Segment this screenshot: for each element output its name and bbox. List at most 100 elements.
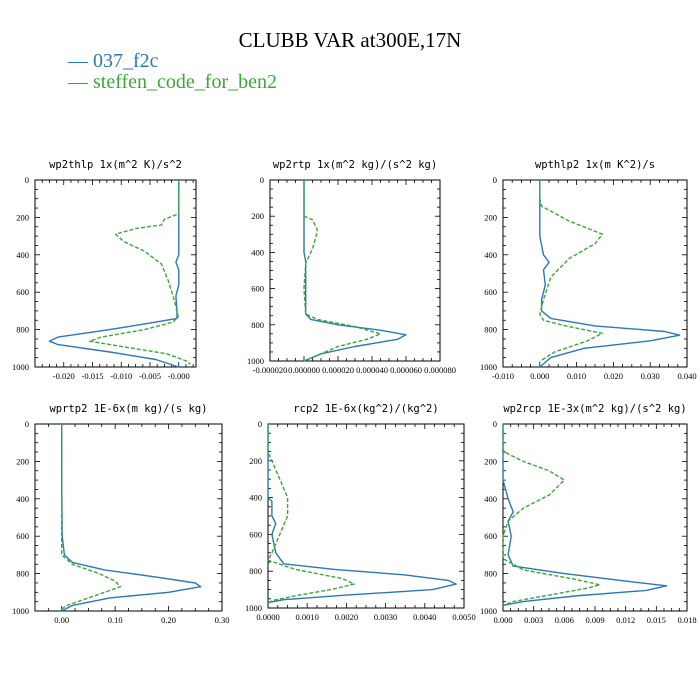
x-tick-label: 0.0000 [256, 612, 279, 622]
plot-frame [502, 423, 688, 612]
y-tick-label: 800 [249, 566, 262, 576]
series-line-037-f2c [267, 424, 457, 604]
y-tick-label: 0 [258, 419, 262, 429]
plot-title: wp2rtp 1x(m^2 kg)/(s^2 kg) [273, 159, 437, 171]
plot-frame [269, 179, 441, 362]
legend-entry-steffen: — steffen_code_for_ben2 [68, 71, 277, 94]
y-tick-label: 1000 [12, 362, 29, 372]
series-line-037-f2c [48, 180, 180, 368]
x-tick-label: 0.020 [604, 371, 623, 381]
x-tick-label: -0.000020 [253, 365, 288, 375]
plot-2: wp2rtp 1x(m^2 kg)/(s^2 kg) 0 200 400 600 800 1… [247, 159, 456, 375]
y-tick-label: 800 [484, 325, 497, 335]
x-tick-label: -0.015 [82, 371, 104, 381]
plot-title: wpthlp2 1x(m K^2)/s [535, 159, 655, 171]
series-line-steffen [502, 424, 601, 607]
plot-title: rcp2 1E-6x(kg^2)/(kg^2) [293, 403, 438, 415]
plot-6: wp2rcp 1E-3x(m^2 kg)/(s^2 kg) 0 200 400 600 8… [480, 403, 697, 625]
y-tick-label: 800 [16, 569, 29, 579]
x-tick-label: 0.040 [677, 371, 696, 381]
x-tick-label: 0.006 [555, 615, 574, 625]
legend-dash: — [68, 71, 88, 93]
x-tick-label: 0.003 [524, 615, 543, 625]
y-tick-label: 400 [16, 494, 29, 504]
x-tick-label: 0.0040 [413, 612, 436, 622]
y-tick-label: 1000 [245, 603, 262, 613]
x-tick-label: 0.0020 [335, 612, 358, 622]
series-line-steffen [61, 424, 122, 610]
y-tick-label: 0 [25, 419, 29, 429]
plot-1: wp2thlp 1x(m^2 K)/s^2 0 200 400 600 800 1000 -0… [12, 159, 197, 381]
series-line-steffen [267, 424, 355, 604]
x-tick-label: -0.005 [139, 371, 161, 381]
y-tick-label: 400 [16, 250, 29, 260]
y-tick-label: 600 [249, 529, 262, 539]
x-tick-label: 0.015 [647, 615, 666, 625]
x-tick-label: 0.00 [54, 615, 69, 625]
page-title: CLUBB VAR at300E,17N [238, 28, 462, 52]
x-tick-label: 0.010 [567, 371, 586, 381]
y-tick-label: 200 [249, 456, 262, 466]
x-tick-label: 0.20 [161, 615, 176, 625]
y-tick-label: 200 [16, 212, 29, 222]
x-tick-label: 0.000020 [322, 365, 354, 375]
plot-4: wprtp2 1E-6x(m kg)/(s kg) 0 200 400 600 800 10… [12, 403, 229, 625]
series-line-steffen [303, 180, 382, 362]
plot-frame [267, 423, 465, 609]
x-tick-label: 0.009 [585, 615, 604, 625]
plot-title: wp2rcp 1E-3x(m^2 kg)/(s^2 kg) [503, 403, 686, 415]
x-tick-label: -0.010 [110, 371, 132, 381]
y-tick-label: 200 [484, 456, 497, 466]
x-tick-label: 0.000 [493, 615, 512, 625]
y-tick-label: 800 [251, 320, 264, 330]
x-tick-label: 0.012 [616, 615, 635, 625]
y-tick-label: 600 [16, 287, 29, 297]
x-tick-label: -0.000 [168, 371, 190, 381]
legend-label: steffen_code_for_ben2 [93, 71, 278, 93]
y-tick-label: 400 [484, 494, 497, 504]
y-tick-label: 1000 [480, 362, 497, 372]
plot-3: wpthlp2 1x(m K^2)/s 0 200 400 600 800 1000-0.0… [480, 159, 697, 381]
x-tick-label: 0.10 [108, 615, 123, 625]
x-tick-label: 0.000060 [390, 365, 422, 375]
plot-title: wprtp2 1E-6x(m kg)/(s kg) [49, 403, 207, 415]
legend-dash: — [68, 50, 88, 72]
y-tick-label: 1000 [12, 606, 29, 616]
legend-label: 037_f2c [93, 50, 159, 72]
y-tick-label: 400 [484, 250, 497, 260]
x-tick-label: 0.30 [215, 615, 230, 625]
x-tick-label: 0.030 [641, 371, 660, 381]
x-tick-label: 0.000000 [288, 365, 320, 375]
legend-entry-037-f2c: — 037_f2c [68, 50, 159, 73]
plot-frame [34, 179, 197, 368]
y-tick-label: 1000 [480, 606, 497, 616]
y-tick-label: 600 [251, 284, 264, 294]
y-tick-label: 200 [16, 456, 29, 466]
x-tick-label: 0.0050 [452, 612, 475, 622]
x-tick-label: 0.000080 [424, 365, 456, 375]
series-line-037-f2c [539, 180, 681, 368]
series-line-037-f2c [61, 424, 202, 612]
y-tick-label: 400 [251, 247, 264, 257]
y-tick-label: 0 [493, 175, 497, 185]
y-tick-label: 0 [25, 175, 29, 185]
y-tick-label: 800 [16, 325, 29, 335]
y-tick-label: 0 [493, 419, 497, 429]
y-tick-label: 600 [484, 287, 497, 297]
plot-5: rcp2 1E-6x(kg^2)/(kg^2) 0 200 400 600 800 1000… [245, 403, 476, 622]
series-line-037-f2c [502, 424, 668, 607]
x-tick-label: -0.010 [492, 371, 514, 381]
y-tick-label: 600 [484, 531, 497, 541]
x-tick-label: 0.0030 [374, 612, 397, 622]
x-tick-label: 0.000040 [356, 365, 388, 375]
y-tick-label: 0 [260, 175, 264, 185]
y-tick-label: 400 [249, 493, 262, 503]
y-tick-label: 800 [484, 569, 497, 579]
x-tick-label: -0.020 [53, 371, 75, 381]
series-line-037-f2c [303, 180, 407, 362]
x-tick-label: 0.018 [677, 615, 696, 625]
x-tick-label: 0.000 [530, 371, 549, 381]
y-tick-label: 200 [251, 211, 264, 221]
series-line-steffen [539, 180, 604, 362]
